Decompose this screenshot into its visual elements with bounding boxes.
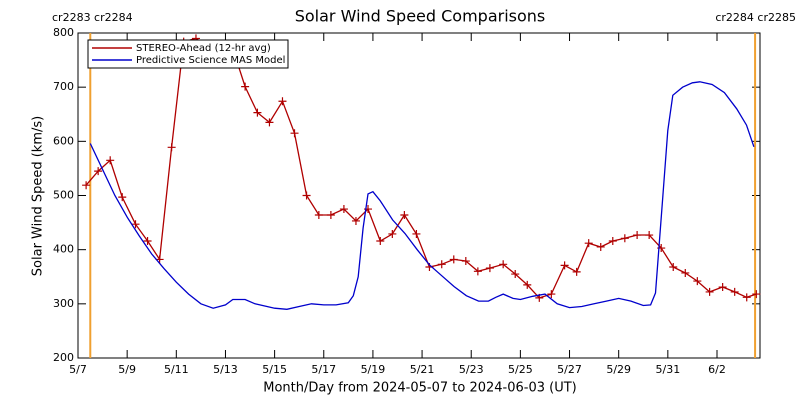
data-point — [265, 118, 274, 127]
y-tick-label: 500 — [53, 189, 74, 202]
data-point — [131, 220, 140, 229]
data-point — [412, 229, 421, 238]
data-point — [633, 231, 642, 240]
x-tick-label: 5/25 — [508, 363, 533, 376]
y-tick-label: 400 — [53, 243, 74, 256]
data-point — [473, 267, 482, 276]
data-point — [645, 231, 654, 240]
data-point — [523, 280, 532, 289]
data-point — [167, 143, 176, 152]
data-point — [705, 287, 714, 296]
data-point — [302, 191, 311, 200]
y-tick-label: 700 — [53, 80, 74, 93]
data-point — [560, 261, 569, 270]
rotation-label: cr2283 cr2284 — [52, 11, 133, 24]
data-point — [388, 229, 397, 238]
data-point — [730, 287, 739, 296]
data-point — [485, 264, 494, 273]
data-point — [547, 290, 556, 299]
y-tick-label: 300 — [53, 297, 74, 310]
data-point — [718, 283, 727, 292]
x-tick-label: 5/17 — [311, 363, 336, 376]
data-point — [461, 257, 470, 266]
data-point — [94, 167, 103, 176]
data-point — [278, 97, 287, 106]
y-axis-label: Solar Wind Speed (km/s) — [31, 116, 46, 276]
data-point — [326, 211, 335, 219]
data-point — [693, 277, 702, 286]
data-point — [620, 234, 629, 243]
data-point — [351, 216, 360, 225]
x-tick-label: 5/15 — [262, 363, 287, 376]
data-point — [106, 156, 115, 165]
data-point — [449, 255, 458, 264]
x-tick-label: 5/21 — [410, 363, 435, 376]
y-tick-label: 200 — [53, 351, 74, 364]
data-point — [118, 193, 127, 202]
data-point — [608, 237, 617, 245]
data-point — [400, 211, 409, 219]
series-line — [89, 81, 755, 310]
data-point — [82, 181, 91, 190]
legend-text: Predictive Science MAS Model — [136, 55, 285, 66]
data-point — [584, 239, 593, 248]
x-tick-label: 5/19 — [361, 363, 386, 376]
data-point — [339, 205, 348, 214]
data-point — [437, 260, 446, 269]
x-tick-label: 5/27 — [557, 363, 582, 376]
x-tick-label: 5/29 — [606, 363, 631, 376]
data-point — [290, 129, 299, 138]
y-tick-label: 800 — [53, 26, 74, 39]
rotation-label: cr2284 cr2285 — [715, 11, 796, 24]
x-tick-label: 5/7 — [69, 363, 87, 376]
x-tick-label: 5/11 — [164, 363, 189, 376]
data-point — [681, 268, 690, 277]
x-tick-label: 5/23 — [459, 363, 484, 376]
data-point — [314, 211, 323, 219]
data-point — [669, 263, 678, 271]
data-point — [752, 290, 761, 299]
x-tick-label: 5/13 — [213, 363, 238, 376]
data-point — [376, 237, 385, 245]
data-point — [241, 82, 250, 91]
x-tick-label: 6/2 — [708, 363, 726, 376]
chart-title: Solar Wind Speed Comparisons — [295, 7, 546, 26]
data-point — [572, 267, 581, 276]
data-point — [143, 237, 152, 245]
data-point — [499, 260, 508, 269]
data-point — [742, 293, 751, 302]
y-tick-label: 600 — [53, 134, 74, 147]
x-tick-label: 5/9 — [118, 363, 136, 376]
data-point — [596, 242, 605, 251]
x-tick-label: 5/31 — [655, 363, 680, 376]
data-point — [511, 270, 520, 279]
legend-text: STEREO-Ahead (12-hr avg) — [136, 43, 271, 54]
x-axis-label: Month/Day from 2024-05-07 to 2024-06-03 … — [263, 381, 576, 396]
legend-box — [87, 39, 289, 69]
data-point — [253, 108, 262, 117]
